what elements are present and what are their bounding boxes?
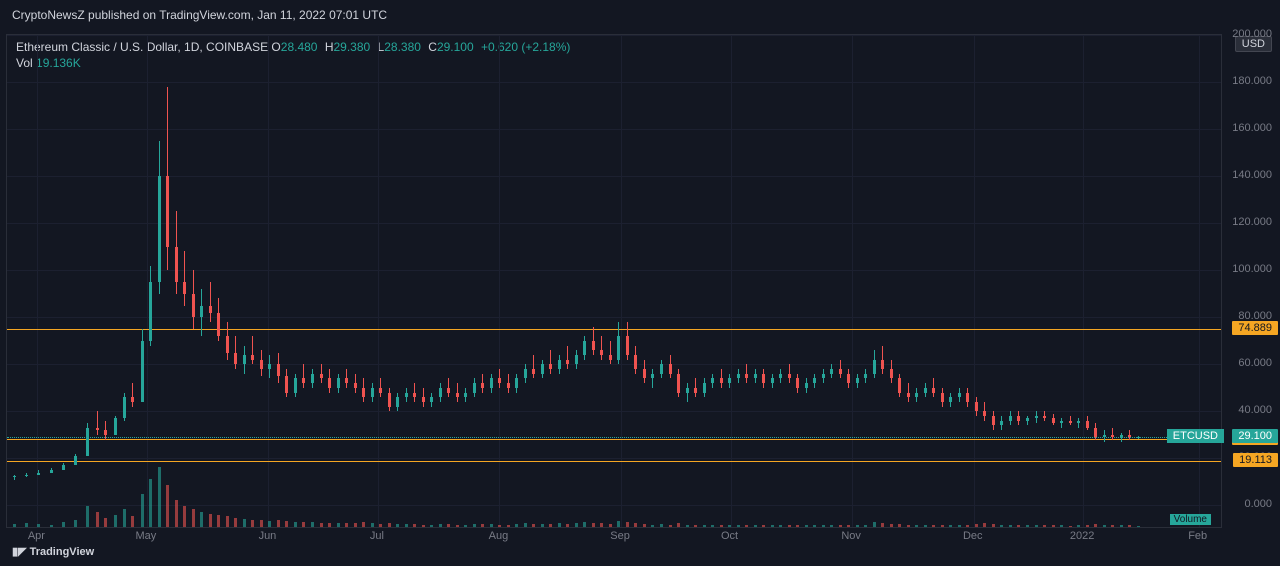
x-tick: Oct	[721, 530, 738, 542]
tradingview-logo: ▮◤ TradingView	[12, 545, 94, 558]
x-axis[interactable]: Apr May Jun Jul Aug Sep Oct Nov Dec 2022 Feb	[6, 526, 1222, 542]
y-tick: 120.000	[1232, 216, 1272, 228]
x-tick: Jun	[259, 530, 277, 542]
publisher-line: CryptoNewsZ published on TradingView.com…	[12, 8, 387, 22]
x-tick: Sep	[610, 530, 630, 542]
y-tick: 140.000	[1232, 169, 1272, 181]
x-tick: Aug	[489, 530, 509, 542]
x-tick: Feb	[1188, 530, 1207, 542]
hline-price-tag: 19.113	[1233, 453, 1278, 467]
y-tick: 60.000	[1238, 357, 1272, 369]
tv-icon: ▮◤	[12, 546, 30, 558]
x-tick: Nov	[841, 530, 861, 542]
chart-area[interactable]: Volume	[6, 34, 1222, 528]
x-tick: Apr	[28, 530, 45, 542]
x-tick: 2022	[1070, 530, 1094, 542]
current-price-tag: 29.100	[1232, 429, 1278, 443]
volume-badge: Volume	[1170, 514, 1211, 525]
y-axis[interactable]: 0.00020.00040.00060.00080.000100.000120.…	[1222, 34, 1280, 528]
y-tick: 0.000	[1244, 498, 1272, 510]
y-tick: 200.000	[1232, 28, 1272, 40]
y-tick: 40.000	[1238, 404, 1272, 416]
x-tick: May	[135, 530, 156, 542]
y-tick: 160.000	[1232, 122, 1272, 134]
y-tick: 100.000	[1232, 263, 1272, 275]
hline-price-tag: 74.889	[1232, 321, 1278, 335]
y-tick: 180.000	[1232, 75, 1272, 87]
x-tick: Dec	[963, 530, 983, 542]
x-tick: Jul	[370, 530, 384, 542]
